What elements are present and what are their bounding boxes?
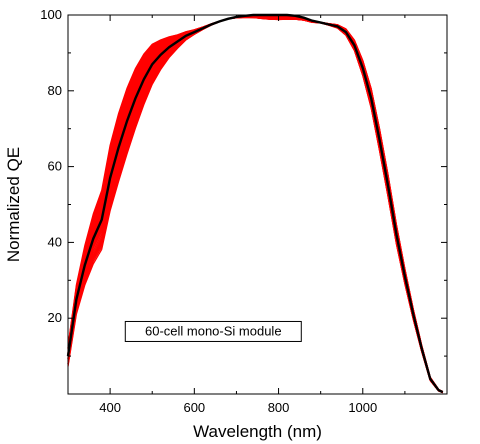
x-tick-label: 800 [268, 400, 290, 415]
y-tick-label: 80 [48, 83, 62, 98]
annotation-box: 60-cell mono-Si module [124, 320, 302, 342]
x-axis: 400 600 800 1000 [67, 15, 448, 415]
y-tick-label: 40 [48, 234, 62, 249]
annotation-text: 60-cell mono-Si module [145, 323, 282, 338]
y-tick-label: 20 [48, 310, 62, 325]
annotation-frame [124, 320, 302, 342]
y-axis: 20 40 60 80 100 [40, 7, 447, 357]
x-tick-label: 600 [183, 400, 205, 415]
x-axis-title: Wavelength (nm) [193, 422, 322, 441]
y-axis-title: Normalized QE [4, 147, 23, 262]
cell-curve [67, 16, 444, 393]
y-tick-label: 100 [40, 7, 62, 22]
x-tick-label: 1000 [348, 400, 377, 415]
x-tick-label: 400 [99, 400, 121, 415]
y-tick-label: 60 [48, 159, 62, 174]
